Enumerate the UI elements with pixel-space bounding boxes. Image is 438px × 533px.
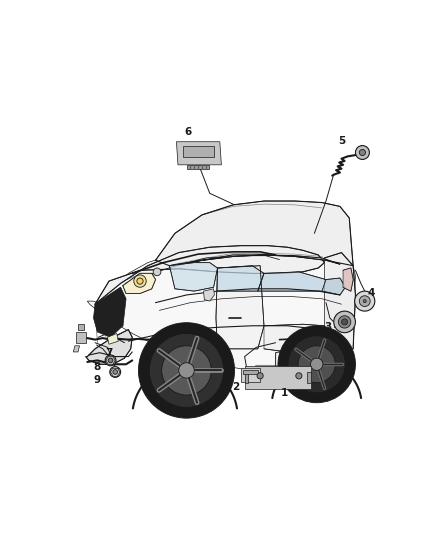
Polygon shape — [241, 368, 260, 382]
Polygon shape — [123, 273, 155, 294]
Polygon shape — [325, 253, 356, 360]
Polygon shape — [78, 324, 84, 330]
Circle shape — [108, 358, 113, 363]
Polygon shape — [87, 246, 356, 374]
Circle shape — [363, 300, 366, 303]
Circle shape — [288, 336, 346, 393]
Circle shape — [334, 311, 356, 333]
Text: 8: 8 — [94, 361, 101, 372]
Circle shape — [278, 326, 356, 403]
Polygon shape — [107, 334, 118, 344]
Circle shape — [149, 334, 224, 407]
Circle shape — [179, 363, 194, 378]
Polygon shape — [243, 370, 258, 374]
Polygon shape — [216, 265, 264, 349]
Polygon shape — [343, 268, 353, 291]
Text: 7: 7 — [105, 348, 113, 358]
Polygon shape — [218, 265, 264, 291]
Text: 1: 1 — [281, 387, 289, 398]
Polygon shape — [264, 324, 325, 357]
Circle shape — [359, 296, 370, 306]
Polygon shape — [170, 255, 340, 265]
Circle shape — [356, 146, 369, 159]
Polygon shape — [93, 287, 126, 337]
Circle shape — [105, 355, 116, 366]
Polygon shape — [86, 329, 132, 364]
Text: 3: 3 — [324, 322, 331, 332]
Circle shape — [162, 346, 211, 395]
Polygon shape — [245, 372, 248, 383]
Text: 5: 5 — [338, 136, 345, 146]
Circle shape — [137, 278, 143, 284]
Polygon shape — [183, 147, 214, 157]
Circle shape — [296, 373, 302, 379]
Polygon shape — [77, 332, 86, 343]
Polygon shape — [187, 165, 209, 169]
Circle shape — [339, 316, 351, 328]
Polygon shape — [245, 366, 311, 389]
Circle shape — [311, 358, 323, 370]
Circle shape — [359, 149, 366, 156]
Circle shape — [134, 275, 146, 287]
Circle shape — [110, 367, 120, 377]
Circle shape — [298, 346, 336, 383]
Text: 4: 4 — [367, 288, 374, 298]
Circle shape — [138, 322, 235, 418]
Polygon shape — [204, 289, 214, 301]
Text: 2: 2 — [232, 382, 239, 392]
Circle shape — [342, 319, 348, 325]
Polygon shape — [258, 272, 326, 291]
Circle shape — [113, 370, 117, 374]
Polygon shape — [170, 263, 218, 291]
Polygon shape — [307, 372, 311, 383]
Text: 9: 9 — [94, 375, 101, 385]
Circle shape — [257, 373, 263, 379]
Circle shape — [355, 291, 375, 311]
Polygon shape — [73, 346, 80, 352]
Polygon shape — [177, 142, 221, 165]
Polygon shape — [322, 278, 346, 295]
Text: 6: 6 — [184, 127, 192, 137]
Polygon shape — [334, 317, 339, 327]
Polygon shape — [155, 201, 353, 265]
Polygon shape — [95, 246, 325, 304]
Circle shape — [153, 268, 161, 276]
